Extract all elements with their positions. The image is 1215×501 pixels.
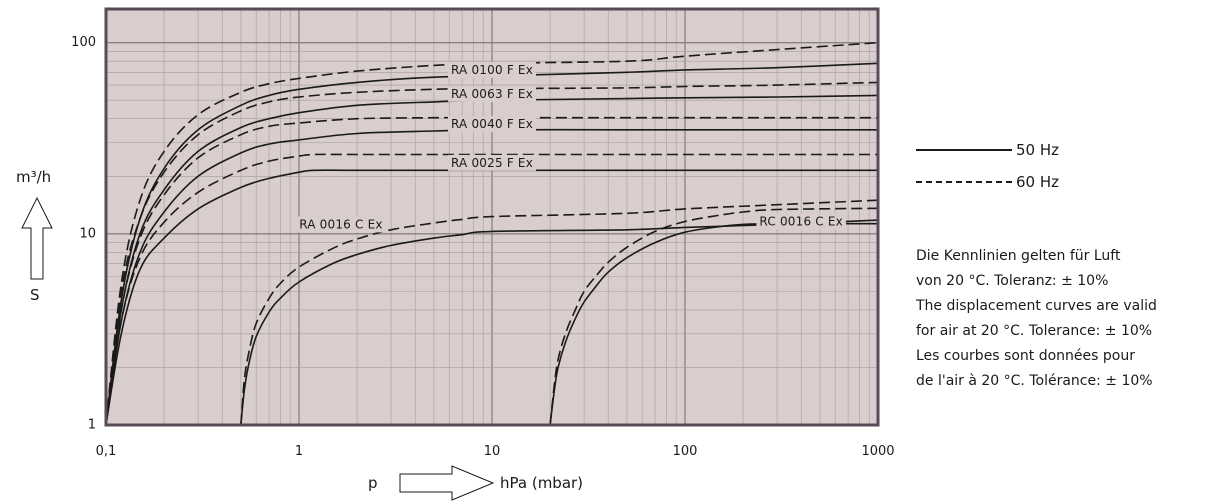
- x-tick-label: 1000: [861, 444, 894, 459]
- curve-label-text: RA 0025 F Ex: [451, 156, 533, 170]
- curve-label-background: [447, 85, 537, 102]
- x-tick-label: 0,1: [96, 444, 117, 459]
- x-axis-arrow-icon: [399, 465, 495, 501]
- x-tick-label: 100: [673, 444, 698, 459]
- x-tick-labels: 0,1 1 10 100 1000: [96, 444, 895, 459]
- note-line: Les courbes sont données pour: [916, 348, 1135, 364]
- x-axis-symbol: p: [368, 474, 378, 492]
- curve-label: RA 0025 F Ex: [447, 154, 537, 171]
- curve-label: RC 0016 C Ex: [756, 213, 846, 230]
- note-line: von 20 °C. Toleranz: ± 10%: [916, 273, 1109, 289]
- x-axis-unit: hPa (mbar): [500, 474, 584, 492]
- legend-item-50hz: 50 Hz: [916, 141, 1059, 159]
- curve-ra-0025-f-ex-60hz: [105, 153, 878, 426]
- y-tick-label: 1: [88, 418, 96, 433]
- curve-label-background: [447, 116, 537, 133]
- legend-item-60hz: 60 Hz: [916, 173, 1059, 191]
- notes-block: Die Kennlinien gelten für Luft von 20 °C…: [916, 244, 1157, 394]
- curve-label: RA 0040 F Ex: [447, 116, 537, 133]
- note-line: for air at 20 °C. Tolerance: ± 10%: [916, 323, 1153, 339]
- curve-ra-0040-f-ex-60hz: [105, 116, 878, 426]
- plot-frame: [104, 7, 880, 427]
- curve-ra-0025-f-ex-50hz: [105, 169, 878, 426]
- legend-label: 50 Hz: [1016, 141, 1060, 159]
- note-line: de l'air à 20 °C. Tolérance: ± 10%: [916, 373, 1153, 389]
- curve-ra-0063-f-ex-60hz: [105, 81, 879, 426]
- curve-ra-0016-c-ex-50hz: [240, 219, 879, 426]
- curve-label-text: RA 0040 F Ex: [451, 117, 533, 131]
- curve-label-background: [447, 154, 537, 171]
- curve-label: RA 0016 C Ex: [296, 216, 386, 233]
- curve-label-text: RA 0016 C Ex: [299, 217, 383, 231]
- x-tick-label: 10: [484, 444, 501, 459]
- solid-line-swatch: [916, 149, 1012, 151]
- y-axis-arrow-icon: [21, 196, 53, 280]
- curve-ra-0063-f-ex-50hz: [105, 94, 879, 426]
- y-tick-label: 100: [71, 35, 96, 50]
- note-line: Die Kennlinien gelten für Luft: [916, 248, 1121, 264]
- curve-ra-0100-f-ex-60hz: [105, 41, 879, 426]
- curve-ra-0016-c-ex-60hz: [240, 199, 879, 426]
- curve-label-text: RA 0063 F Ex: [451, 87, 533, 101]
- curve-labels: RA 0100 F Ex RA 0063 F Ex RA 0040 F Ex RA 0…: [296, 61, 846, 233]
- y-axis-symbol: S: [30, 286, 40, 304]
- curve-label-text: RA 0100 F Ex: [451, 63, 533, 77]
- curve-label-background: [447, 61, 537, 78]
- curve-label-background: [756, 213, 846, 230]
- curve-ra-0040-f-ex-50hz: [105, 128, 878, 426]
- curve-rc-0016-c-ex-50hz: [549, 222, 879, 426]
- y-tick-label: 10: [79, 226, 96, 241]
- curve-label-background: [296, 216, 386, 233]
- x-tick-label: 1: [295, 444, 303, 459]
- legend-label: 60 Hz: [1016, 173, 1060, 191]
- y-tick-labels: 1 10 100: [71, 35, 96, 432]
- note-line: The displacement curves are valid: [916, 298, 1157, 314]
- curve-label: RA 0063 F Ex: [447, 85, 537, 102]
- curves: [105, 41, 879, 426]
- curve-rc-0016-c-ex-60hz: [549, 207, 879, 426]
- y-axis-unit: m³/h: [16, 168, 52, 186]
- curve-label: RA 0100 F Ex: [447, 61, 537, 78]
- dashed-line-swatch: [916, 181, 1012, 183]
- curve-label-text: RC 0016 C Ex: [759, 215, 843, 229]
